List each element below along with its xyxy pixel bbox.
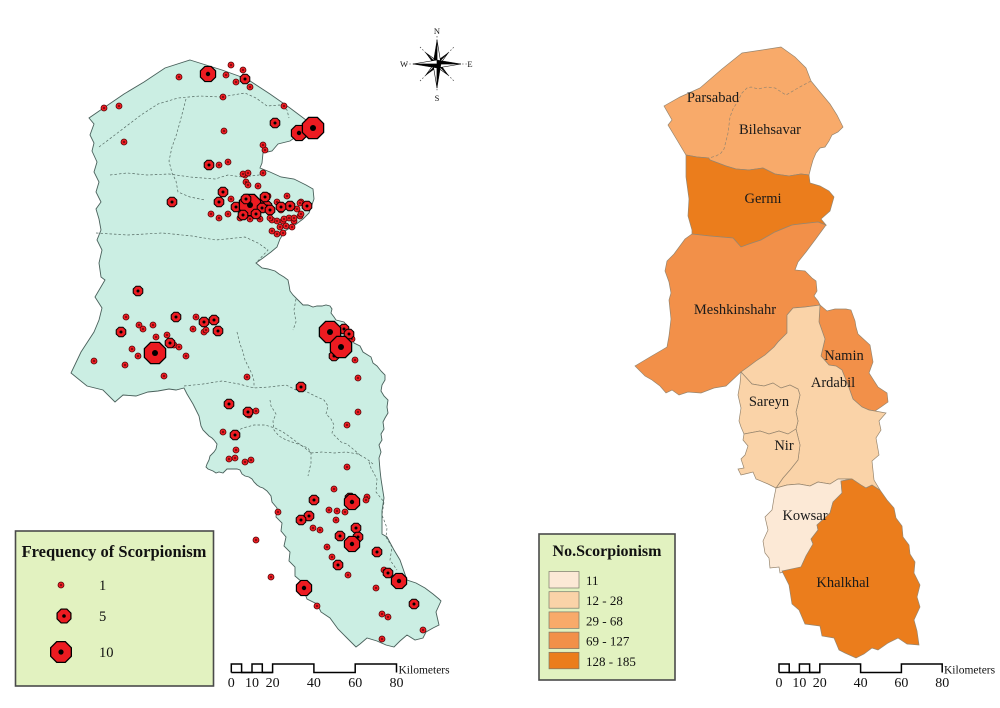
svg-text:12 - 28: 12 - 28 bbox=[586, 593, 623, 608]
svg-text:Khalkhal: Khalkhal bbox=[816, 575, 869, 591]
svg-text:40: 40 bbox=[854, 676, 868, 691]
svg-text:69 - 127: 69 - 127 bbox=[586, 634, 630, 649]
svg-text:128 - 185: 128 - 185 bbox=[586, 654, 636, 669]
svg-text:80: 80 bbox=[935, 676, 949, 691]
svg-text:Nir: Nir bbox=[774, 438, 794, 454]
svg-text:Kilometers: Kilometers bbox=[944, 665, 996, 677]
svg-text:10: 10 bbox=[245, 676, 259, 691]
svg-text:60: 60 bbox=[894, 676, 908, 691]
svg-text:5: 5 bbox=[99, 609, 106, 625]
svg-text:S: S bbox=[435, 93, 440, 103]
svg-text:Sareyn: Sareyn bbox=[749, 394, 790, 410]
svg-text:E: E bbox=[467, 59, 472, 69]
svg-text:0: 0 bbox=[228, 676, 235, 691]
svg-text:0: 0 bbox=[776, 676, 783, 691]
svg-text:11: 11 bbox=[586, 573, 599, 588]
svg-text:N: N bbox=[434, 26, 440, 36]
svg-text:Namin: Namin bbox=[824, 348, 864, 364]
svg-text:Ardabil: Ardabil bbox=[811, 375, 855, 391]
svg-text:No.Scorpionism: No.Scorpionism bbox=[553, 543, 663, 560]
svg-text:Meshkinshahr: Meshkinshahr bbox=[694, 302, 776, 318]
svg-text:Frequency of Scorpionism: Frequency of Scorpionism bbox=[22, 542, 207, 561]
svg-text:Parsabad: Parsabad bbox=[687, 90, 740, 106]
svg-text:20: 20 bbox=[813, 676, 827, 691]
svg-text:20: 20 bbox=[266, 676, 280, 691]
svg-text:10: 10 bbox=[99, 645, 114, 661]
svg-text:10: 10 bbox=[792, 676, 806, 691]
svg-text:W: W bbox=[400, 59, 408, 69]
svg-text:1: 1 bbox=[99, 578, 106, 594]
svg-text:Kowsar: Kowsar bbox=[782, 508, 827, 524]
svg-text:29 - 68: 29 - 68 bbox=[586, 613, 623, 628]
svg-text:40: 40 bbox=[307, 676, 321, 691]
svg-text:60: 60 bbox=[348, 676, 362, 691]
svg-text:Germi: Germi bbox=[744, 191, 781, 207]
svg-text:Bilehsavar: Bilehsavar bbox=[739, 122, 801, 138]
svg-text:80: 80 bbox=[390, 676, 404, 691]
svg-text:Kilometers: Kilometers bbox=[399, 665, 451, 677]
